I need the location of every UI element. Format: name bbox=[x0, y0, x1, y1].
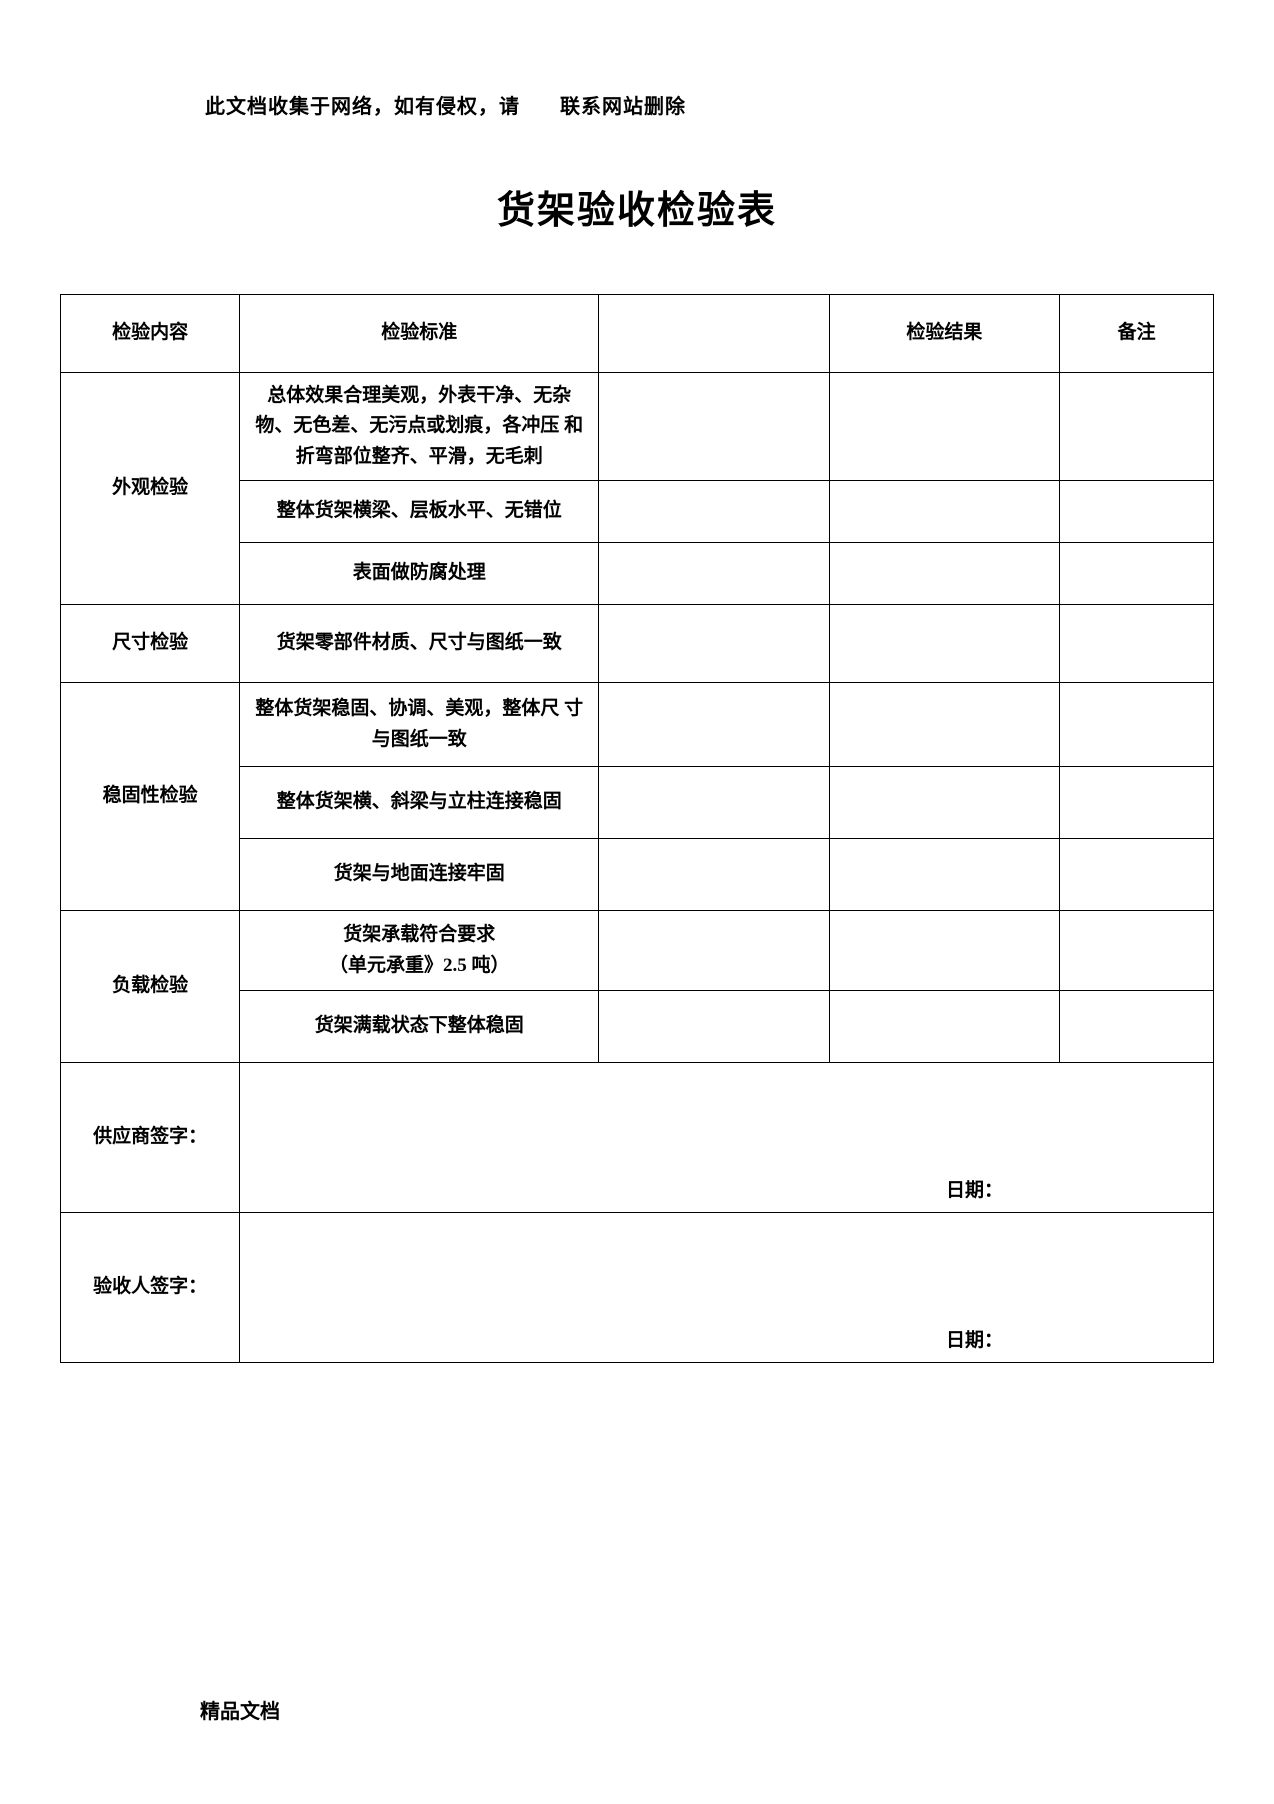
blank-cell bbox=[599, 683, 830, 767]
hdr-standard: 检验标准 bbox=[240, 295, 599, 373]
disclaimer-notice: 此文档收集于网络，如有侵权，请 联系网站删除 bbox=[205, 90, 1214, 119]
note-cell bbox=[1060, 991, 1214, 1063]
supplier-date-label: 日期： bbox=[946, 1176, 1003, 1206]
note-cell bbox=[1060, 605, 1214, 683]
inspector-date-label: 日期： bbox=[946, 1326, 1003, 1356]
appearance-std-1: 总体效果合理美观，外表干净、无杂 物、无色差、无污点或划痕，各冲压 和折弯部位整… bbox=[240, 373, 599, 481]
result-cell bbox=[829, 767, 1060, 839]
dimension-label: 尺寸检验 bbox=[61, 605, 240, 683]
footer-text: 精品文档 bbox=[200, 1695, 280, 1724]
note-cell bbox=[1060, 683, 1214, 767]
result-cell bbox=[829, 683, 1060, 767]
blank-cell bbox=[599, 911, 830, 991]
supplier-sign-body: 日期： bbox=[240, 1063, 1214, 1213]
result-cell bbox=[829, 991, 1060, 1063]
hdr-content: 检验内容 bbox=[61, 295, 240, 373]
result-cell bbox=[829, 911, 1060, 991]
page-title: 货架验收检验表 bbox=[60, 179, 1214, 234]
table-row: 稳固性检验 整体货架稳固、协调、美观，整体尺 寸与图纸一致 bbox=[61, 683, 1214, 767]
appearance-label: 外观检验 bbox=[61, 373, 240, 605]
result-cell bbox=[829, 543, 1060, 605]
table-row: 外观检验 总体效果合理美观，外表干净、无杂 物、无色差、无污点或划痕，各冲压 和… bbox=[61, 373, 1214, 481]
inspection-table: 检验内容 检验标准 检验结果 备注 外观检验 总体效果合理美观，外表干净、无杂 … bbox=[60, 294, 1214, 1363]
table-header-row: 检验内容 检验标准 检验结果 备注 bbox=[61, 295, 1214, 373]
page-container: 此文档收集于网络，如有侵权，请 联系网站删除 货架验收检验表 检验内容 检验标准 … bbox=[0, 0, 1274, 1804]
result-cell bbox=[829, 481, 1060, 543]
load-std-1: 货架承载符合要求（单元承重》2.5 吨） bbox=[240, 911, 599, 991]
blank-cell bbox=[599, 839, 830, 911]
result-cell bbox=[829, 605, 1060, 683]
blank-cell bbox=[599, 991, 830, 1063]
dimension-std-1: 货架零部件材质、尺寸与图纸一致 bbox=[240, 605, 599, 683]
notice-part2: 联系网站删除 bbox=[560, 96, 686, 118]
blank-cell bbox=[599, 481, 830, 543]
supplier-sign-label: 供应商签字： bbox=[61, 1063, 240, 1213]
note-cell bbox=[1060, 373, 1214, 481]
load-label: 负载检验 bbox=[61, 911, 240, 1063]
stability-std-1: 整体货架稳固、协调、美观，整体尺 寸与图纸一致 bbox=[240, 683, 599, 767]
stability-label: 稳固性检验 bbox=[61, 683, 240, 911]
result-cell bbox=[829, 373, 1060, 481]
blank-cell bbox=[599, 373, 830, 481]
note-cell bbox=[1060, 481, 1214, 543]
note-cell bbox=[1060, 911, 1214, 991]
result-cell bbox=[829, 839, 1060, 911]
load-std-2: 货架满载状态下整体稳固 bbox=[240, 991, 599, 1063]
hdr-note: 备注 bbox=[1060, 295, 1214, 373]
inspector-sign-row: 验收人签字： 日期： bbox=[61, 1213, 1214, 1363]
blank-cell bbox=[599, 767, 830, 839]
supplier-sign-row: 供应商签字： 日期： bbox=[61, 1063, 1214, 1213]
note-cell bbox=[1060, 543, 1214, 605]
table-row: 尺寸检验 货架零部件材质、尺寸与图纸一致 bbox=[61, 605, 1214, 683]
notice-part1: 此文档收集于网络，如有侵权，请 bbox=[205, 96, 520, 118]
note-cell bbox=[1060, 767, 1214, 839]
blank-cell bbox=[599, 543, 830, 605]
note-cell bbox=[1060, 839, 1214, 911]
appearance-std-3: 表面做防腐处理 bbox=[240, 543, 599, 605]
hdr-result: 检验结果 bbox=[829, 295, 1060, 373]
inspector-sign-label: 验收人签字： bbox=[61, 1213, 240, 1363]
stability-std-2: 整体货架横、斜梁与立柱连接稳固 bbox=[240, 767, 599, 839]
stability-std-3: 货架与地面连接牢固 bbox=[240, 839, 599, 911]
inspector-sign-body: 日期： bbox=[240, 1213, 1214, 1363]
blank-cell bbox=[599, 605, 830, 683]
hdr-blank bbox=[599, 295, 830, 373]
table-row: 负载检验 货架承载符合要求（单元承重》2.5 吨） bbox=[61, 911, 1214, 991]
appearance-std-2: 整体货架横梁、层板水平、无错位 bbox=[240, 481, 599, 543]
